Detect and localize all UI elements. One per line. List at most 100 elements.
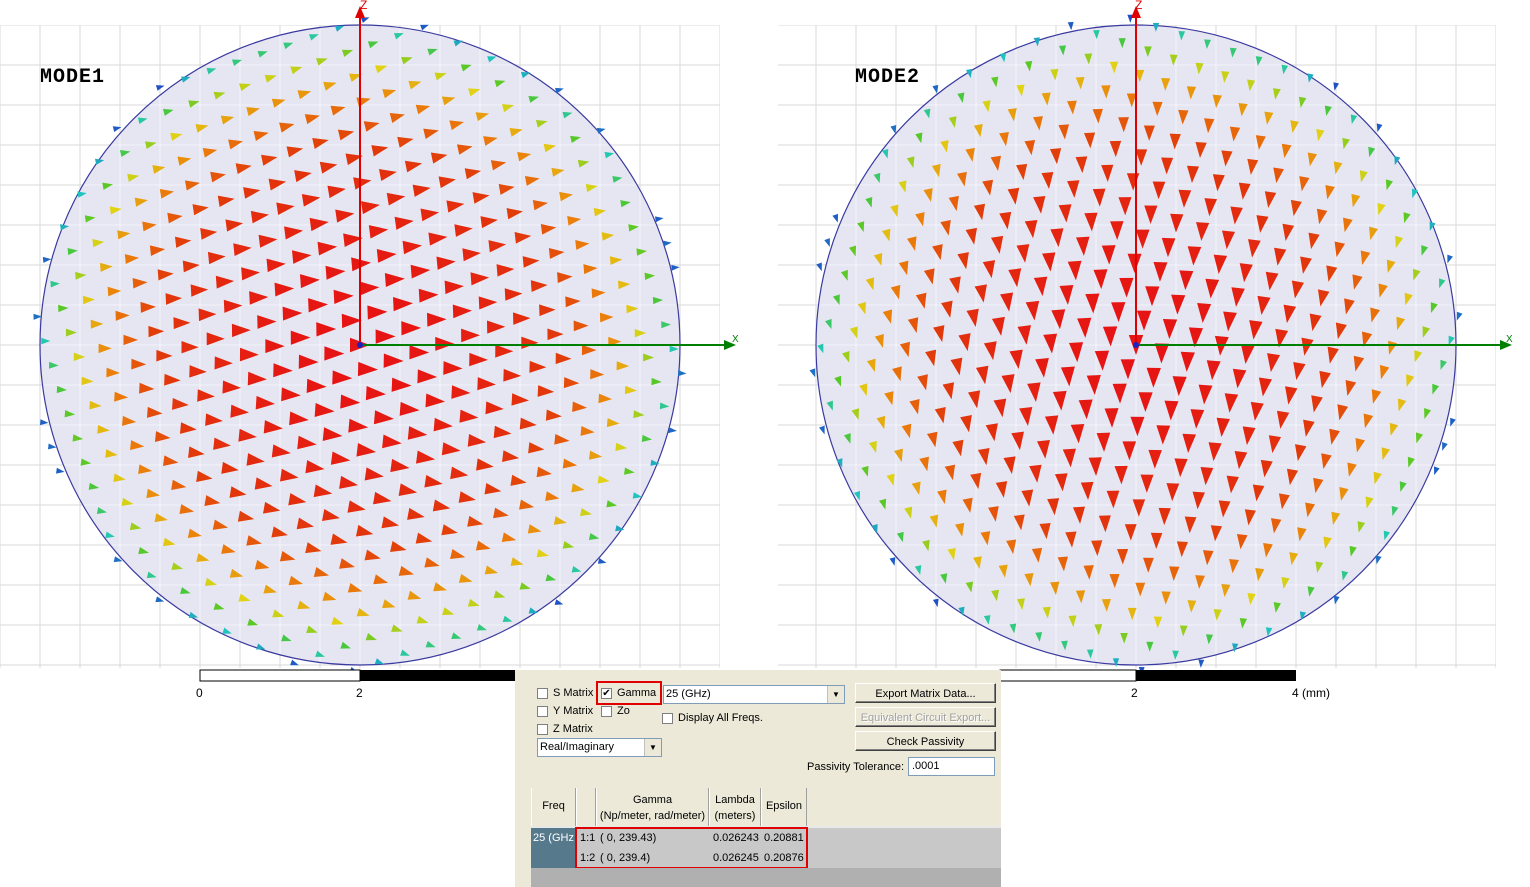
field-arrow	[398, 565, 414, 576]
field-arrow	[332, 370, 353, 385]
field-arrow	[1260, 459, 1273, 478]
freq-column-header[interactable]: Freq	[531, 788, 576, 826]
scale-right-tick-2: 2	[1131, 686, 1138, 700]
frequency-select[interactable]: 25 (GHz) ▼	[663, 685, 845, 704]
field-arrow	[834, 375, 842, 387]
z-matrix-box[interactable]	[537, 723, 548, 735]
field-arrow	[1187, 600, 1197, 613]
field-arrow	[1333, 82, 1340, 91]
field-arrow	[1058, 124, 1070, 140]
y-matrix-box[interactable]	[537, 705, 548, 717]
gamma-column-header[interactable]: Gamma (Np/meter, rad/meter)	[596, 788, 709, 826]
field-arrow	[809, 368, 816, 378]
field-arrow	[339, 558, 355, 569]
field-arrow	[254, 559, 270, 570]
field-arrow	[1317, 289, 1330, 307]
field-arrow	[644, 272, 656, 280]
zo-box[interactable]	[601, 705, 612, 717]
chevron-down-icon[interactable]: ▼	[644, 739, 661, 756]
field-arrow	[279, 468, 299, 482]
field-arrow	[881, 228, 891, 242]
chevron-down-icon[interactable]: ▼	[827, 686, 844, 703]
field-arrow	[263, 584, 277, 594]
equivalent-circuit-export-button[interactable]: Equivalent Circuit Export...	[855, 707, 996, 727]
field-arrow	[1412, 268, 1421, 281]
epsilon-column-header[interactable]: Epsilon	[761, 788, 807, 826]
field-arrow	[956, 171, 967, 187]
display-all-freqs-checkbox[interactable]: Display All Freqs.	[662, 710, 763, 726]
field-arrow	[1041, 92, 1051, 106]
field-arrow	[1202, 550, 1214, 566]
y-matrix-checkbox[interactable]: Y Matrix	[537, 703, 593, 719]
s-matrix-box[interactable]	[537, 687, 548, 699]
gamma-check-box[interactable]: ✔	[601, 687, 612, 699]
field-arrow	[1070, 423, 1085, 444]
field-arrow	[890, 285, 901, 300]
freq-cell[interactable]	[531, 828, 576, 868]
field-arrow	[204, 577, 217, 586]
passivity-tolerance-input[interactable]: .0001	[908, 757, 995, 776]
field-arrow	[1301, 337, 1314, 356]
field-arrow	[468, 88, 481, 97]
field-arrow	[816, 262, 822, 272]
field-arrow	[122, 415, 137, 426]
field-arrow	[1067, 260, 1082, 281]
field-arrow	[398, 483, 418, 496]
mode-column-header[interactable]	[576, 788, 596, 826]
field-arrow	[401, 321, 422, 336]
field-arrow	[1077, 317, 1092, 338]
field-arrow	[1127, 253, 1142, 274]
scale-right-tick-4: 4 (mm)	[1292, 686, 1330, 700]
field-arrow	[1000, 292, 1014, 312]
field-arrow	[1011, 431, 1024, 451]
field-arrow	[75, 271, 87, 280]
format-select[interactable]: Real/Imaginary ▼	[537, 738, 662, 757]
field-arrow	[357, 361, 379, 377]
grid-header-filler	[807, 788, 1001, 826]
field-arrow	[571, 483, 585, 493]
check-passivity-button[interactable]: Check Passivity	[855, 731, 996, 751]
field-arrow	[1144, 46, 1152, 57]
field-arrow	[1152, 101, 1163, 116]
field-arrow	[364, 467, 384, 481]
field-arrow	[229, 568, 244, 578]
field-arrow	[677, 370, 687, 377]
mode2-x-arrowhead	[1500, 340, 1512, 350]
field-arrow	[659, 402, 670, 410]
gamma-checkbox[interactable]: ✔ Gamma	[601, 685, 656, 701]
field-arrow	[1206, 360, 1221, 381]
field-arrow	[1036, 440, 1051, 459]
field-arrow	[1050, 68, 1059, 81]
field-arrow	[294, 170, 312, 183]
field-arrow	[64, 410, 76, 418]
zo-checkbox[interactable]: Zo	[601, 703, 630, 719]
table-row[interactable]: 1:2 ( 0, 239.4) 0.026245 0.20876	[576, 848, 806, 868]
field-arrow	[402, 240, 423, 255]
export-matrix-data-button[interactable]: Export Matrix Data...	[855, 683, 996, 703]
z-matrix-checkbox[interactable]: Z Matrix	[537, 721, 593, 737]
field-arrow	[1029, 464, 1042, 483]
field-arrow	[88, 482, 100, 490]
field-arrow	[1043, 333, 1058, 354]
field-arrow	[1035, 632, 1043, 642]
field-arrow	[239, 347, 259, 362]
field-arrow	[214, 356, 233, 370]
field-arrow	[241, 267, 261, 281]
field-arrow	[316, 322, 337, 337]
field-arrow	[890, 204, 899, 218]
field-arrow	[1016, 598, 1025, 610]
table-row[interactable]: 1:1 ( 0, 239.43) 0.026243 0.20881	[576, 828, 806, 848]
lambda-column-header[interactable]: Lambda (meters)	[709, 788, 761, 826]
field-arrow	[279, 551, 296, 562]
gamma-label: Gamma	[617, 687, 657, 699]
field-arrow	[1068, 342, 1084, 363]
field-arrow	[427, 48, 438, 56]
field-arrow	[1118, 38, 1126, 49]
field-arrow	[1281, 143, 1292, 159]
field-arrow	[1264, 111, 1274, 125]
field-arrow	[573, 320, 589, 332]
s-matrix-checkbox[interactable]: S Matrix	[537, 685, 593, 701]
display-all-freqs-box[interactable]	[662, 712, 673, 724]
field-arrow	[356, 442, 377, 457]
field-arrow	[376, 249, 397, 263]
